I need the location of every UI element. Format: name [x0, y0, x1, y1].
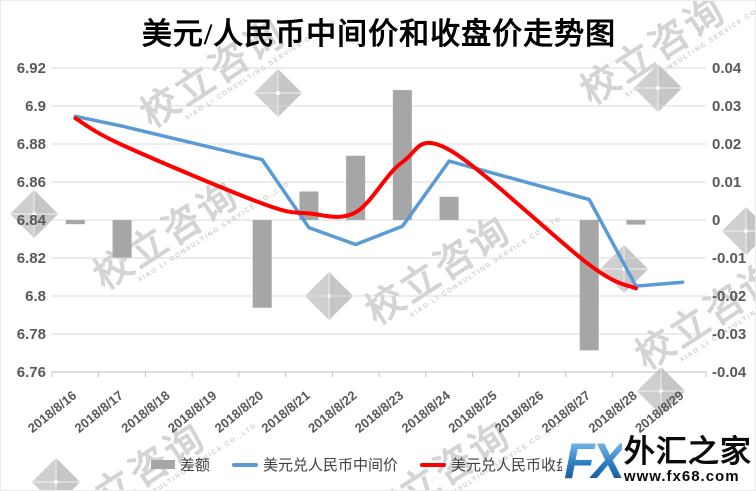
line-close-price — [73, 116, 638, 291]
bar-diff — [65, 220, 85, 225]
x-tick-label: 2018/8/16 — [25, 388, 79, 436]
y-axis-label-right: 0 — [712, 212, 720, 229]
x-tick-label: 2018/8/18 — [118, 388, 172, 436]
x-tick-label: 2018/8/28 — [585, 388, 639, 436]
bar-diff — [579, 220, 599, 351]
legend: 差额 美元兑人民币中间价 美元兑人民币收盘价 — [151, 454, 586, 475]
y-axis-label-left: 6.88 — [17, 136, 46, 153]
y-axis-label-right: 0.03 — [712, 98, 741, 115]
legend-label: 美元兑人民币中间价 — [263, 457, 399, 474]
x-tick-label: 2018/8/24 — [399, 387, 454, 436]
x-tick-label: 2018/8/25 — [445, 388, 499, 436]
x-tick-label: 2018/8/23 — [352, 388, 406, 436]
legend-label: 美元兑人民币收盘价 — [451, 457, 587, 474]
fx68-site-url: www.fx68.com — [623, 468, 740, 485]
y-axis-label-right: -0.04 — [712, 364, 747, 381]
bar-diff — [392, 90, 412, 220]
x-tick-label: 2018/8/29 — [632, 388, 686, 436]
fx68-site-name: 外汇之家 — [623, 434, 752, 469]
fx-logo-mark: FX — [564, 433, 625, 489]
diff-swatch-icon — [151, 460, 175, 469]
x-tick-label: 2018/8/27 — [539, 388, 593, 436]
x-tick-label: 2018/8/21 — [258, 388, 312, 436]
y-axis-label-left: 6.78 — [17, 326, 46, 343]
y-axis-label-right: -0.02 — [712, 288, 746, 305]
y-axis-label-right: 0.04 — [712, 60, 742, 77]
closeprice-swatch-icon — [420, 462, 447, 467]
x-tick-label: 2018/8/20 — [212, 388, 266, 436]
x-tick-label: 2018/8/26 — [492, 388, 546, 436]
y-axis-label-left: 6.9 — [25, 98, 46, 115]
legend-item-midprice: 美元兑人民币中间价 — [232, 454, 398, 475]
y-axis-label-right: -0.01 — [712, 250, 746, 267]
x-tick-label: 2018/8/19 — [165, 388, 219, 436]
y-axis-label-left: 6.86 — [17, 174, 46, 191]
x-tick-label: 2018/8/17 — [72, 388, 126, 436]
y-axis-label-left: 6.84 — [17, 212, 47, 229]
legend-item-closeprice: 美元兑人民币收盘价 — [420, 454, 586, 475]
bar-diff — [112, 220, 132, 258]
midprice-swatch-icon — [232, 462, 259, 467]
y-axis-label-left: 6.8 — [25, 288, 46, 305]
y-axis-label-right: 0.01 — [712, 174, 741, 191]
y-axis-label-right: 0.02 — [712, 136, 741, 153]
bar-diff — [626, 220, 646, 225]
y-axis-label-left: 6.92 — [17, 60, 46, 77]
chart-title: 美元/人民币中间价和收盘价走势图 — [141, 18, 617, 51]
legend-item-diff: 差额 — [151, 454, 210, 475]
fx68-logo: FX 外汇之家 www.fx68.com — [562, 435, 755, 490]
legend-label: 差额 — [180, 457, 211, 474]
y-axis-label-left: 6.82 — [17, 250, 46, 267]
bar-diff — [346, 155, 366, 220]
bar-diff — [252, 220, 272, 308]
bar-diff — [439, 196, 459, 220]
y-axis-label-left: 6.76 — [17, 364, 46, 381]
line-mid-price — [73, 114, 685, 288]
x-tick-label: 2018/8/22 — [305, 388, 359, 436]
y-axis-label-right: -0.03 — [712, 326, 746, 343]
